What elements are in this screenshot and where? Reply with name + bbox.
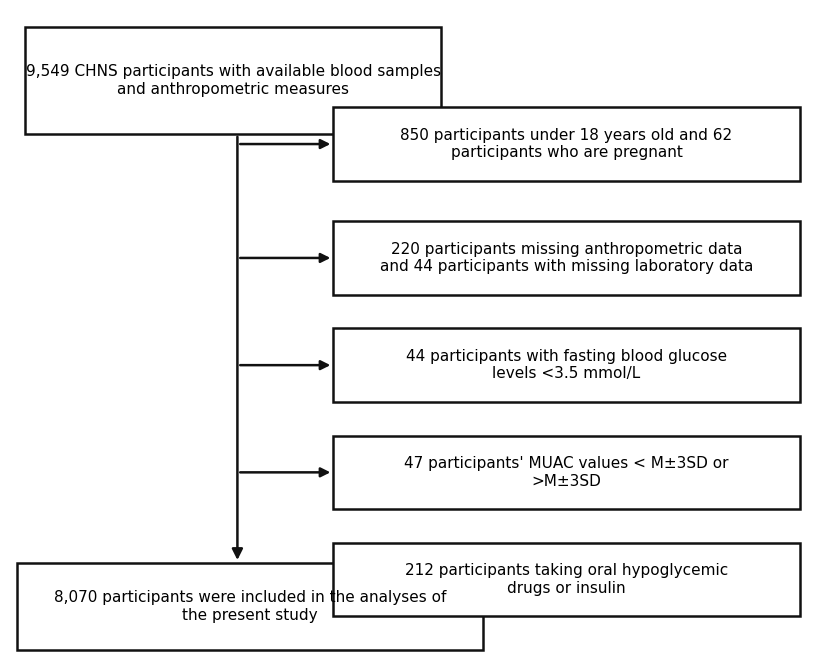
FancyBboxPatch shape (17, 563, 483, 650)
FancyBboxPatch shape (25, 27, 441, 134)
Text: 220 participants missing anthropometric data
and 44 participants with missing la: 220 participants missing anthropometric … (380, 242, 753, 274)
Text: 8,070 participants were included in the analyses of
the present study: 8,070 participants were included in the … (53, 590, 446, 622)
FancyBboxPatch shape (333, 107, 800, 181)
FancyBboxPatch shape (333, 543, 800, 616)
Text: 850 participants under 18 years old and 62
participants who are pregnant: 850 participants under 18 years old and … (401, 128, 732, 160)
Text: 9,549 CHNS participants with available blood samples
and anthropometric measures: 9,549 CHNS participants with available b… (26, 64, 441, 96)
Text: 47 participants' MUAC values < M±3SD or
>M±3SD: 47 participants' MUAC values < M±3SD or … (404, 456, 729, 488)
Text: 212 participants taking oral hypoglycemic
drugs or insulin: 212 participants taking oral hypoglycemi… (405, 563, 728, 596)
FancyBboxPatch shape (333, 436, 800, 509)
Text: 44 participants with fasting blood glucose
levels <3.5 mmol/L: 44 participants with fasting blood gluco… (406, 349, 727, 381)
FancyBboxPatch shape (333, 221, 800, 295)
FancyBboxPatch shape (333, 328, 800, 402)
